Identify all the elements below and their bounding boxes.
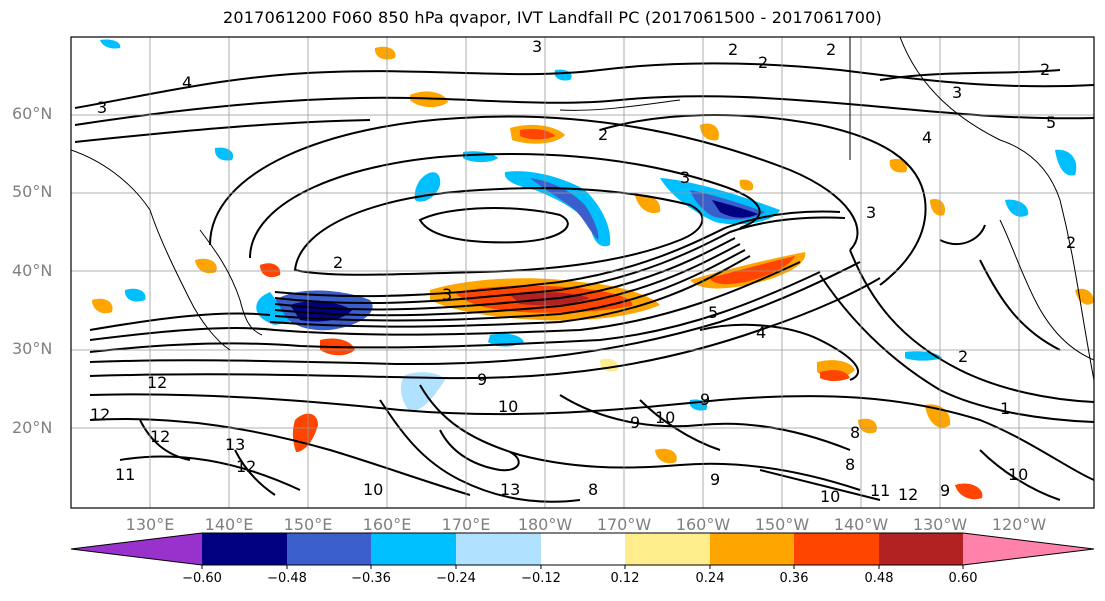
svg-text:10: 10 (363, 480, 383, 499)
colorbar-segment-10 (963, 533, 1094, 565)
svg-text:3: 3 (532, 37, 542, 56)
svg-text:2: 2 (1040, 60, 1050, 79)
svg-text:4: 4 (756, 323, 766, 342)
colorbar-segment-0 (71, 533, 202, 565)
contour-labels: 3 2 2 2 3 3 3 4 5 3 2 2 2 2 3 4 4 5 2 1 … (90, 37, 1076, 506)
svg-text:3: 3 (680, 168, 690, 187)
lat-label-50n: 50°N (12, 182, 53, 201)
map-grid (71, 37, 1094, 508)
colorbar-segment-5 (541, 533, 625, 565)
colorbar-tick-label: 0.12 (610, 571, 640, 586)
svg-text:9: 9 (630, 413, 640, 432)
colorbar-tick-label: 0.36 (779, 571, 809, 586)
colorbar-segment-9 (879, 533, 963, 565)
svg-text:12: 12 (150, 427, 170, 446)
svg-text:4: 4 (922, 128, 932, 147)
lon-label-130e: 130°E (125, 515, 175, 534)
svg-text:8: 8 (850, 423, 860, 442)
svg-text:10: 10 (655, 408, 675, 427)
svg-text:2: 2 (826, 40, 836, 59)
colorbar-tick-label: −0.36 (351, 571, 391, 586)
colorbar-tick-label: 0.60 (948, 571, 978, 586)
colorbar-segment-2 (287, 533, 371, 565)
colorbar-tick-label: −0.12 (521, 571, 561, 586)
lat-label-40n: 40°N (12, 261, 53, 280)
svg-text:11: 11 (870, 481, 890, 500)
svg-text:2: 2 (1066, 233, 1076, 252)
colorbar-segment-4 (456, 533, 541, 565)
svg-text:8: 8 (845, 455, 855, 474)
svg-text:2: 2 (598, 125, 608, 144)
colorbar-tick-label: −0.24 (436, 571, 476, 586)
svg-text:3: 3 (952, 83, 962, 102)
lon-label-120w: 120°W (991, 515, 1047, 534)
svg-text:1: 1 (1000, 399, 1010, 418)
svg-text:9: 9 (710, 470, 720, 489)
svg-text:10: 10 (498, 397, 518, 416)
map-title: 2017061200 F060 850 hPa qvapor, IVT Land… (223, 8, 882, 27)
svg-text:12: 12 (898, 485, 918, 504)
svg-text:11: 11 (115, 465, 135, 484)
svg-text:3: 3 (97, 98, 107, 117)
lat-label-30n: 30°N (12, 339, 53, 358)
svg-text:10: 10 (1008, 465, 1028, 484)
svg-text:2: 2 (333, 253, 343, 272)
colorbar-segment-1 (202, 533, 287, 565)
svg-text:9: 9 (940, 481, 950, 500)
svg-text:13: 13 (225, 435, 245, 454)
ivt-contours (74, 62, 1094, 503)
colorbar-segment-6 (625, 533, 710, 565)
svg-text:8: 8 (588, 480, 598, 499)
colorbar-tick-label: −0.48 (267, 571, 307, 586)
svg-text:10: 10 (820, 487, 840, 506)
lon-label-160e: 160°E (362, 515, 412, 534)
colorbar-segment-7 (710, 533, 794, 565)
svg-text:12: 12 (147, 373, 167, 392)
colorbar-tick-label: −0.60 (182, 571, 222, 586)
svg-text:12: 12 (90, 405, 110, 424)
svg-text:2: 2 (958, 347, 968, 366)
colorbar-segment-8 (794, 533, 879, 565)
lon-label-170w: 170°W (596, 515, 652, 534)
colorbar-tick-label: 0.48 (864, 571, 894, 586)
lon-label-150w: 150°W (754, 515, 810, 534)
lon-label-130w: 130°W (912, 515, 968, 534)
svg-text:12: 12 (236, 457, 256, 476)
lon-label-160w: 160°W (675, 515, 731, 534)
svg-text:2: 2 (758, 53, 768, 72)
svg-text:13: 13 (500, 480, 520, 499)
svg-text:9: 9 (477, 370, 487, 389)
lon-label-180w: 180°W (517, 515, 573, 534)
lat-label-20n: 20°N (12, 418, 53, 437)
svg-text:2: 2 (728, 40, 738, 59)
lon-label-150e: 150°E (283, 515, 333, 534)
svg-text:4: 4 (182, 73, 192, 92)
lat-label-60n: 60°N (12, 104, 53, 123)
svg-text:9: 9 (700, 390, 710, 409)
svg-text:3: 3 (442, 285, 452, 304)
coastlines (71, 37, 1094, 381)
lon-label-170e: 170°E (441, 515, 491, 534)
svg-text:3: 3 (866, 203, 876, 222)
svg-text:5: 5 (708, 303, 718, 322)
lon-label-140e: 140°E (204, 515, 254, 534)
lon-label-140w: 140°W (833, 515, 889, 534)
colorbar (70, 532, 1095, 569)
svg-text:5: 5 (1046, 113, 1056, 132)
colorbar-tick-label: 0.24 (695, 571, 725, 586)
colorbar-segment-3 (371, 533, 456, 565)
